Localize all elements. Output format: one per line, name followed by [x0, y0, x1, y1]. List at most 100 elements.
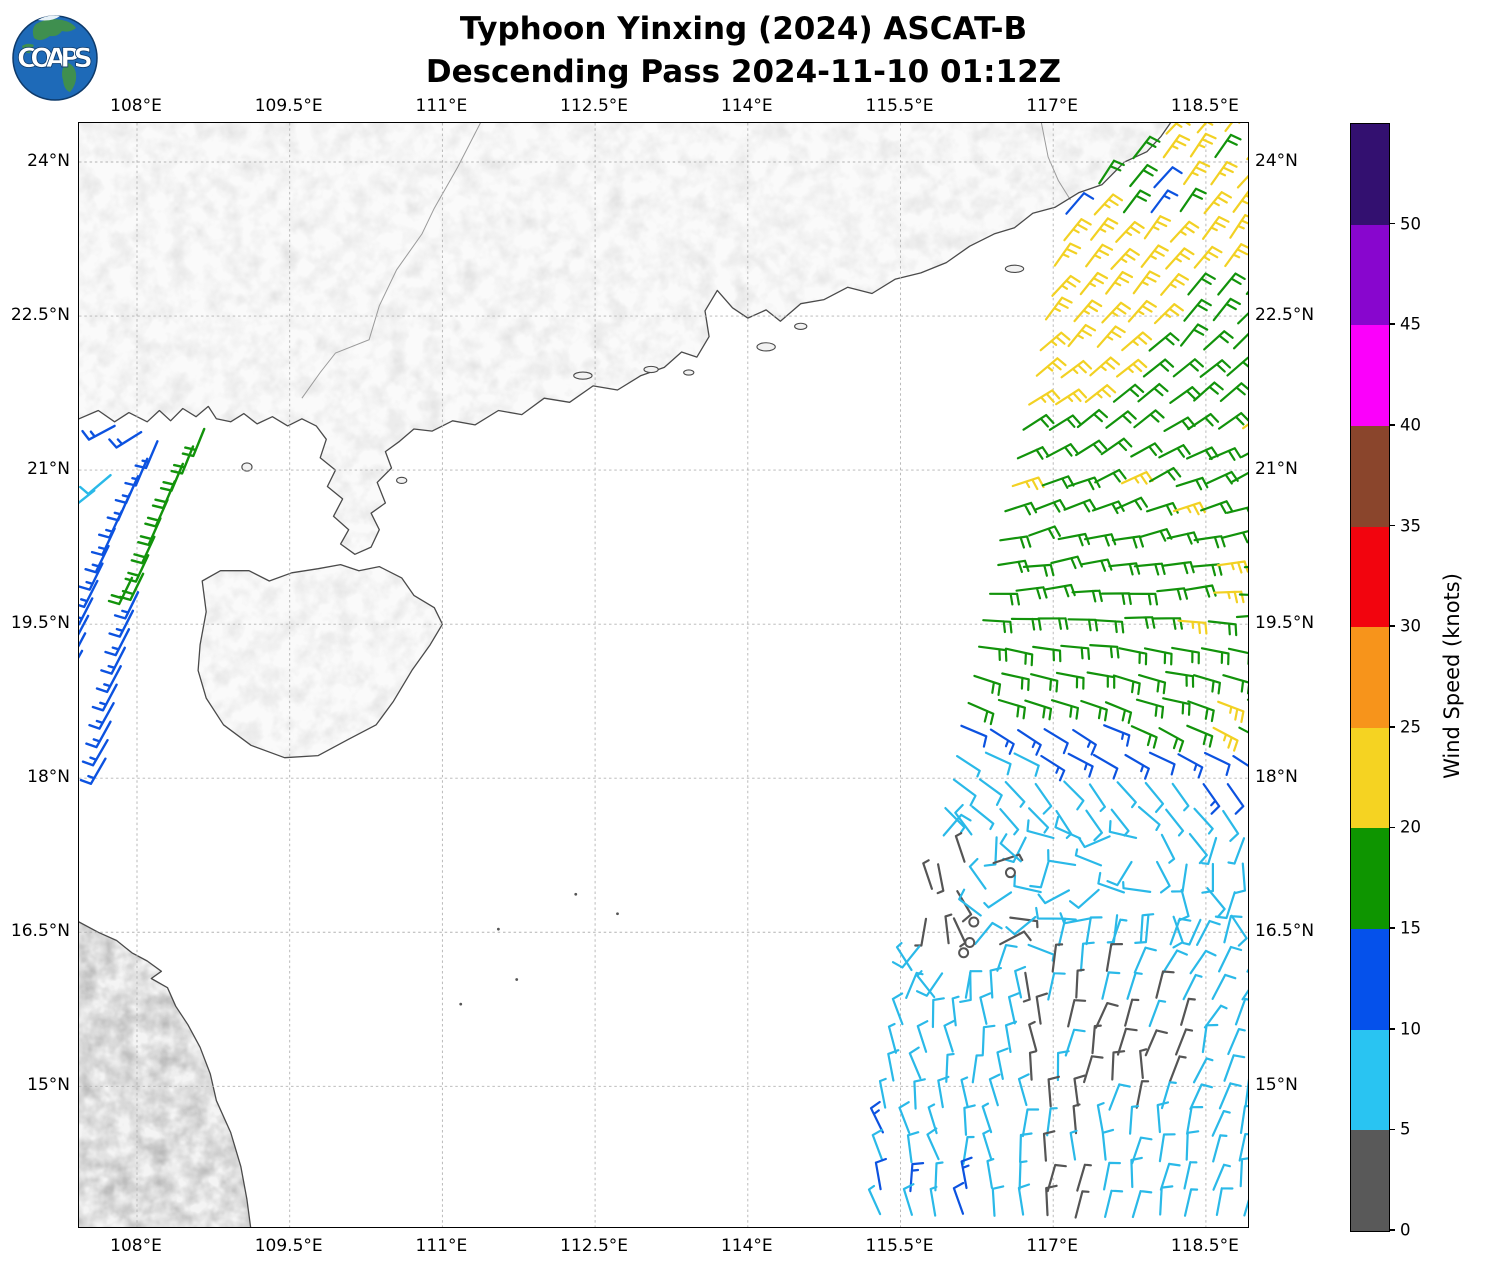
wind-barb	[951, 995, 960, 1027]
wind-barb	[100, 646, 126, 675]
wind-barb	[971, 1054, 984, 1084]
wind-barb	[1057, 917, 1077, 947]
wind-barb	[1073, 299, 1103, 323]
wind-barb	[971, 805, 995, 831]
wind-barb	[1187, 700, 1215, 723]
wind-barb	[1226, 783, 1245, 815]
wind-barb	[1227, 837, 1246, 865]
wind-barb	[1214, 891, 1236, 920]
colorbar-tick-mark	[1389, 1027, 1395, 1030]
wind-barb	[1153, 303, 1184, 325]
wind-barb	[1093, 193, 1124, 216]
wind-barb	[1192, 1057, 1214, 1084]
title-line-2: Descending Pass 2024-11-10 01:12Z	[425, 53, 1062, 90]
title-line-1: Typhoon Yinxing (2024) ASCAT-B	[459, 11, 1028, 47]
wind-barb	[1189, 132, 1217, 158]
wind-barb	[1129, 164, 1158, 188]
colorbar-tick-label: 40	[1400, 415, 1421, 435]
wind-barb	[869, 1100, 884, 1134]
x-axis-label-bottom: 112.5°E	[560, 1236, 629, 1256]
logo-text: COAPS	[17, 43, 93, 74]
map-canvas	[79, 123, 1248, 1227]
colorbar-band-20-25	[1351, 727, 1389, 829]
wind-barb	[1207, 620, 1238, 637]
wind-barb	[1056, 1050, 1070, 1082]
wind-barb	[151, 480, 176, 510]
wind-barb	[1101, 301, 1131, 324]
wind-barb	[871, 1128, 884, 1162]
x-axis-label-top: 109.5°E	[254, 96, 323, 116]
wind-barb	[1008, 992, 1021, 1025]
wind-barb	[999, 930, 1032, 946]
wind-barb	[1183, 1161, 1198, 1190]
calm-wind-circle	[964, 937, 976, 949]
colorbar-band-35-40	[1351, 425, 1389, 527]
wind-barb	[1187, 413, 1220, 431]
wind-barb	[1169, 386, 1201, 404]
wind-barb	[1035, 357, 1067, 377]
wind-barb	[1186, 724, 1214, 748]
wind-barb	[963, 1104, 976, 1136]
x-axis-label-bottom: 115.5°E	[865, 1236, 934, 1256]
wind-barb	[1030, 673, 1059, 693]
wind-barb	[914, 917, 928, 947]
wind-barb	[1111, 535, 1144, 549]
wind-barb	[1213, 590, 1245, 604]
wind-barb	[1203, 191, 1232, 215]
wind-barb	[1187, 272, 1216, 296]
wind-barb	[1188, 833, 1208, 865]
wind-barb	[874, 1157, 887, 1191]
wind-barb	[1150, 189, 1179, 214]
wind-barb	[926, 1127, 940, 1161]
colorbar-tick-label: 25	[1400, 717, 1421, 737]
wind-barb	[1144, 1029, 1168, 1057]
wind-barb	[1027, 943, 1055, 962]
wind-barb	[1245, 290, 1248, 295]
wind-barb	[1022, 414, 1055, 431]
y-axis-label-right: 19.5°N	[1255, 613, 1315, 634]
wind-barb	[1139, 913, 1155, 944]
wind-barb	[1045, 1184, 1058, 1217]
wind-barb	[952, 778, 977, 807]
wind-barb	[913, 1078, 926, 1110]
small-island	[573, 371, 593, 380]
wind-barb	[1192, 674, 1221, 695]
wind-barb	[1050, 555, 1083, 570]
wind-barb	[1110, 808, 1130, 837]
wind-barb	[113, 591, 140, 620]
wind-barb	[1238, 593, 1248, 596]
wind-barb	[1079, 271, 1109, 296]
y-axis-label-left: 21°N	[27, 459, 70, 480]
wind-barb	[1021, 1108, 1040, 1138]
colorbar-band-10-15	[1351, 928, 1389, 1030]
wind-barb	[1186, 1106, 1204, 1135]
wind-barb	[104, 628, 131, 657]
x-axis-label-top: 117°E	[1026, 96, 1079, 116]
wind-barb	[981, 1102, 993, 1134]
wind-barb	[1230, 914, 1248, 947]
wind-barb	[130, 535, 156, 565]
islet-speck	[574, 892, 578, 896]
wind-barb	[1028, 1020, 1038, 1052]
wind-barb	[1238, 726, 1248, 734]
wind-barb	[973, 674, 1002, 696]
wind-barb	[1200, 500, 1233, 514]
colorbar-tick-label: 5	[1400, 1119, 1411, 1139]
wind-barb	[1156, 860, 1171, 894]
wind-barb	[1159, 1162, 1181, 1191]
islet-speck	[459, 1002, 463, 1006]
wind-barb	[1218, 412, 1248, 430]
wind-barb	[1180, 323, 1209, 347]
wind-barb	[1170, 863, 1188, 893]
wind-barb	[1223, 915, 1243, 944]
wind-barb	[929, 1185, 938, 1217]
wind-barb	[181, 427, 206, 458]
calm-wind-circle	[968, 916, 980, 928]
x-axis-label-top: 108°E	[110, 96, 162, 116]
wind-barb	[1212, 1163, 1231, 1191]
wind-barb	[1035, 906, 1066, 920]
wind-barb	[1224, 243, 1248, 268]
wind-barb	[1022, 563, 1055, 577]
wind-barb	[1004, 647, 1034, 667]
wind-barb	[906, 1131, 920, 1164]
